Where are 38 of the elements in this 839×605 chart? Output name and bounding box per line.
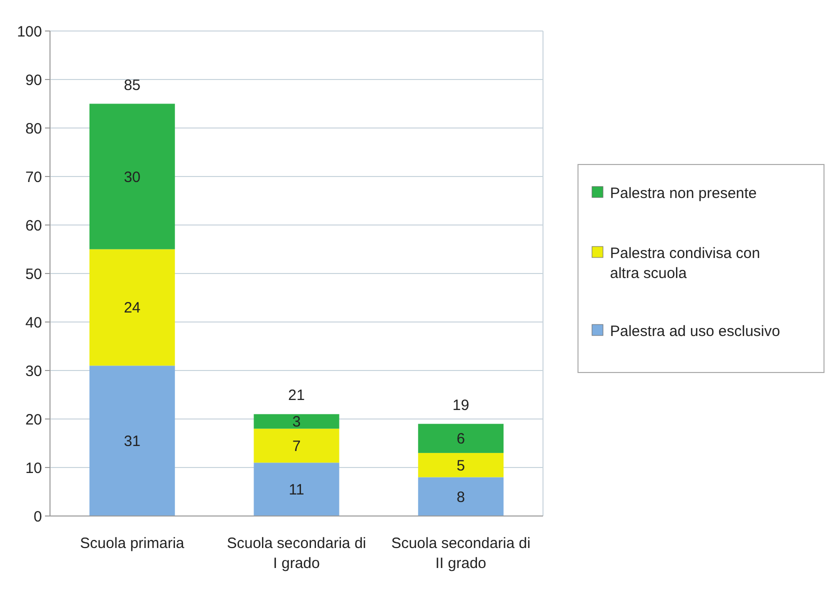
bar <box>418 424 504 453</box>
data-label: 8 <box>456 488 466 506</box>
x-tick-label: Scuola secondaria di I grado <box>226 535 366 572</box>
data-label: 6 <box>456 430 466 448</box>
bar <box>254 428 340 463</box>
y-tick-label: 80 <box>25 120 42 138</box>
data-label: 3 <box>292 414 301 431</box>
bar <box>254 462 340 516</box>
y-tick-label: 50 <box>25 266 42 283</box>
data-label: 7 <box>292 438 301 455</box>
legend-label: Palestra condivisa con altra scuola <box>610 244 760 282</box>
total-label: 19 <box>452 396 470 414</box>
y-tick-label: 20 <box>25 411 42 428</box>
bar <box>89 366 175 516</box>
data-label: 11 <box>288 482 304 499</box>
y-tick-label: 10 <box>25 460 42 477</box>
y-tick-label: 100 <box>16 23 42 40</box>
data-label: 5 <box>456 457 466 474</box>
total-label: 21 <box>288 387 305 404</box>
x-tick-label: Scuola secondaria di II grado <box>391 535 530 572</box>
bar <box>89 249 175 366</box>
y-tick-label: 40 <box>25 314 42 332</box>
bar <box>418 477 504 516</box>
data-label: 31 <box>124 433 141 450</box>
bar <box>418 452 504 478</box>
y-tick-label: 30 <box>25 362 42 380</box>
y-tick-label: 90 <box>25 72 42 89</box>
data-label: 24 <box>124 300 141 317</box>
bar <box>254 414 340 429</box>
total-label: 85 <box>124 76 141 94</box>
data-label: 30 <box>124 168 141 186</box>
y-tick-label: 0 <box>34 508 42 526</box>
x-tick-label: Scuola primaria <box>80 535 185 552</box>
y-tick-label: 70 <box>25 168 42 186</box>
legend-label: Palestra ad uso esclusivo <box>610 322 780 340</box>
bar <box>89 104 175 250</box>
y-tick-label: 60 <box>25 217 42 234</box>
legend-label: Palestra non presente <box>610 184 757 202</box>
